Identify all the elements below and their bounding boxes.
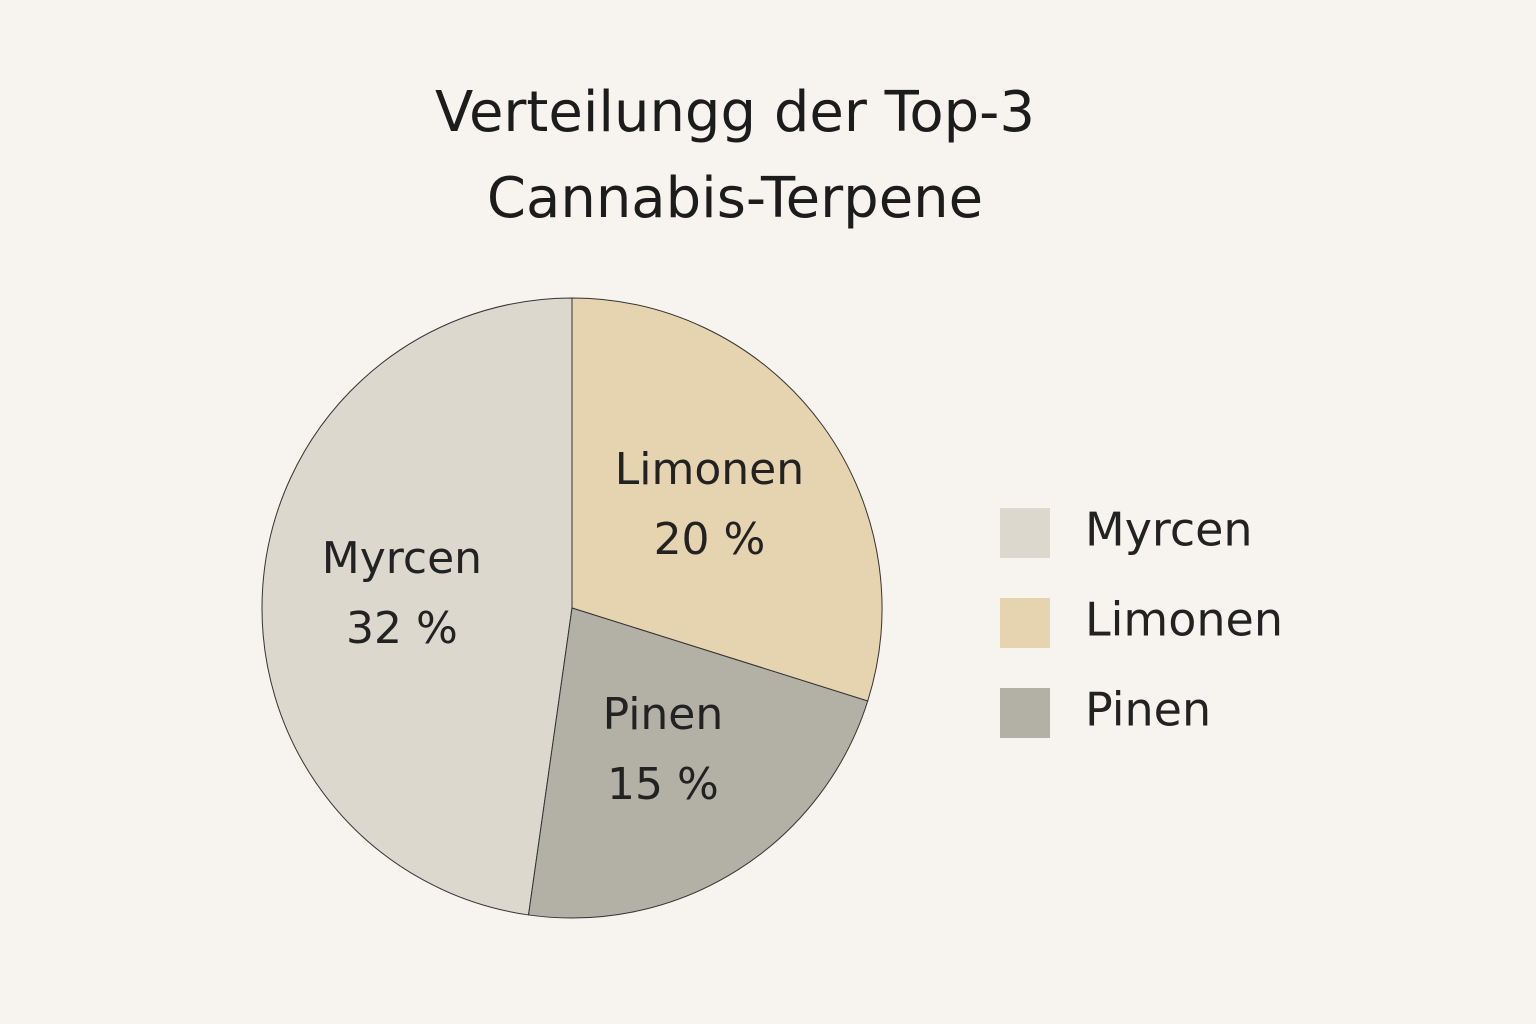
legend-label: Pinen [1085, 683, 1211, 737]
pie-slice [261, 297, 573, 916]
slice-value-label: 20 % [654, 514, 766, 565]
slice-label: Myrcen [322, 533, 482, 584]
legend-swatch [1000, 508, 1050, 558]
legend-label: Limonen [1085, 593, 1283, 647]
legend-swatch [1000, 598, 1050, 648]
slice-value-label: 15 % [607, 759, 719, 810]
chart-title: Verteilungg der Top-3 Cannabis-Terpene [434, 80, 1035, 231]
legend-swatch [1000, 688, 1050, 738]
slice-label: Limonen [615, 444, 804, 495]
pie-slice [527, 607, 869, 919]
slice-label: Pinen [603, 689, 724, 740]
slice-value-label: 32 % [346, 603, 458, 654]
pie-slice [571, 297, 883, 702]
legend-label: Myrcen [1085, 503, 1253, 557]
